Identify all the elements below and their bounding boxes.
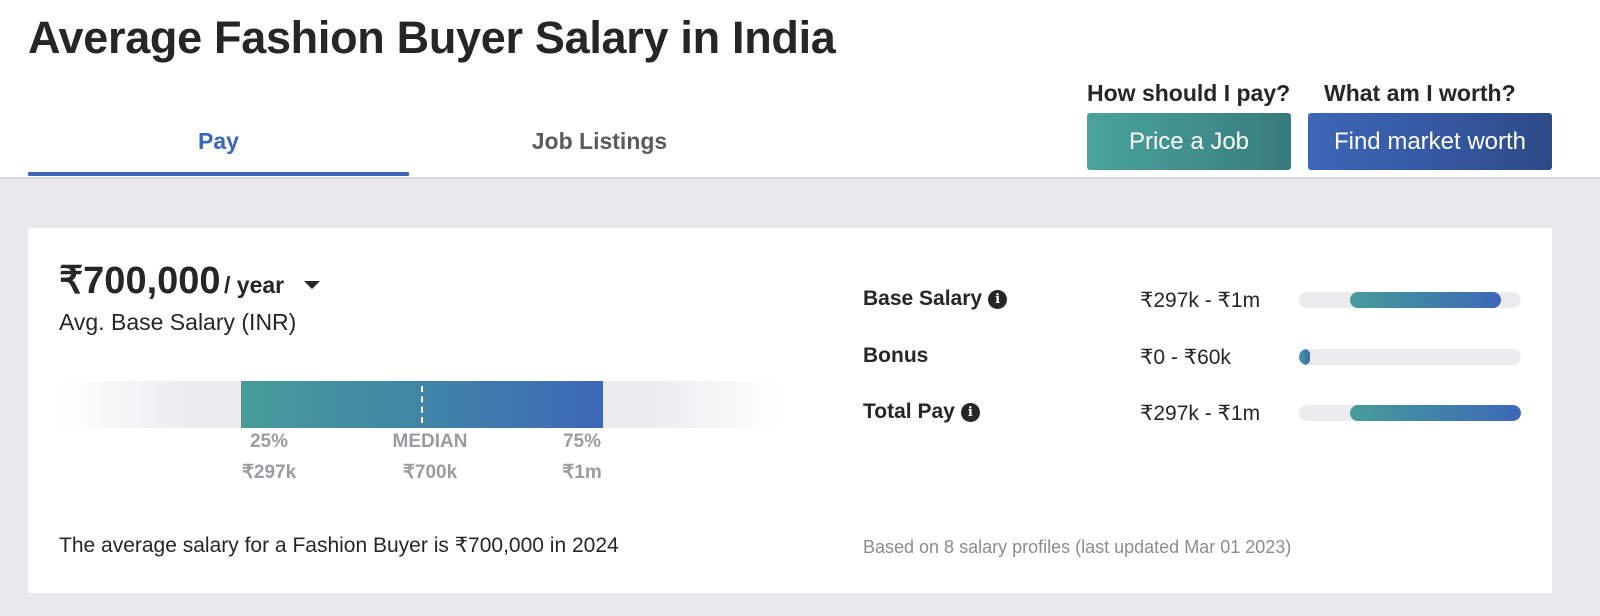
find-market-worth-button[interactable]: Find market worth (1308, 113, 1552, 170)
average-salary-amount: ₹700,000 (59, 260, 221, 302)
median-label: MEDIAN (392, 431, 468, 452)
market-worth-prompt: What am I worth? (1324, 80, 1516, 106)
salary-period[interactable]: / year (224, 272, 285, 298)
breakdown-label-text: Total Pay (863, 400, 955, 423)
average-salary-label: Avg. Base Salary (INR) (59, 309, 297, 335)
breakdown-bonus-label: Bonus (863, 344, 928, 368)
percentile-75-value: ₹1m (562, 462, 602, 483)
tab-job-listings[interactable]: Job Listings (531, 128, 668, 154)
tab-pay[interactable]: Pay (198, 128, 239, 154)
breakdown-bonus-track (1299, 349, 1521, 365)
breakdown-base-salary-range: ₹297k - ₹1m (1140, 289, 1261, 312)
breakdown-base-salary-fill (1350, 292, 1501, 308)
breakdown-total-pay-label: Total Pay i (863, 400, 980, 424)
percentile-75-label: 75% (562, 431, 602, 452)
price-a-job-button[interactable]: Price a Job (1087, 113, 1291, 170)
info-icon[interactable]: i (960, 402, 980, 422)
salary-profiles-footnote: Based on 8 salary profiles (last updated… (863, 537, 1292, 557)
percentile-25-value: ₹297k (241, 462, 297, 483)
breakdown-base-salary-label: Base Salary i (863, 287, 1008, 311)
breakdown-bonus-fill (1299, 349, 1311, 365)
active-tab-indicator (28, 172, 409, 176)
price-job-prompt: How should I pay? (1087, 80, 1291, 106)
breakdown-total-pay-fill (1350, 405, 1521, 421)
caret-down-icon[interactable] (304, 281, 320, 289)
header-divider (0, 177, 1600, 179)
breakdown-total-pay-track (1299, 405, 1521, 421)
info-icon[interactable]: i (988, 289, 1008, 309)
breakdown-bonus-range: ₹0 - ₹60k (1140, 346, 1231, 369)
breakdown-label-text: Bonus (863, 344, 929, 367)
breakdown-base-salary-track (1299, 292, 1521, 308)
median-marker (421, 386, 423, 423)
breakdown-label-text: Base Salary (863, 287, 983, 310)
breakdown-total-pay-range: ₹297k - ₹1m (1140, 402, 1261, 425)
average-salary-sentence: The average salary for a Fashion Buyer i… (59, 534, 619, 557)
page-title: Average Fashion Buyer Salary in India (28, 12, 836, 63)
percentile-25-label: 25% (249, 431, 289, 452)
median-value: ₹700k (402, 462, 458, 483)
